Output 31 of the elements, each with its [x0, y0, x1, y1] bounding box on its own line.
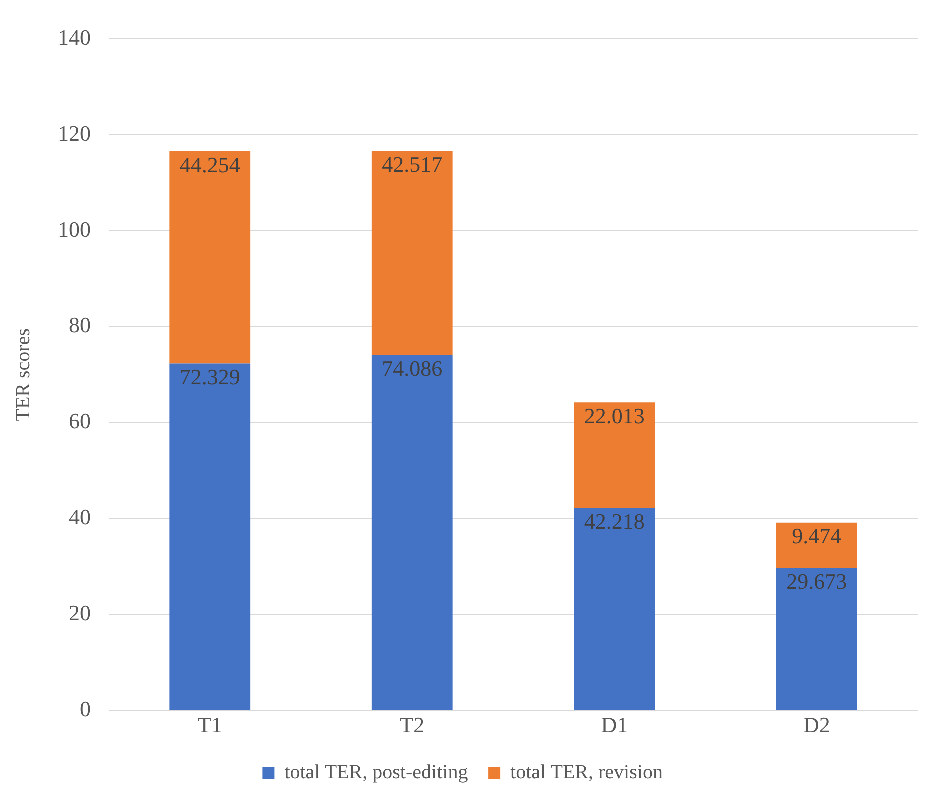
legend-label: total TER, post-editing [284, 761, 468, 784]
data-label: 72.329 [180, 364, 240, 390]
y-tick-label: 0 [80, 696, 91, 722]
y-tick-label: 40 [69, 504, 91, 530]
data-label: 44.254 [180, 152, 240, 178]
y-axis-title: TER scores [12, 328, 34, 422]
y-tick-label: 120 [58, 120, 91, 146]
bar [776, 522, 858, 568]
bar [170, 152, 251, 364]
data-label: 42.517 [382, 152, 443, 178]
data-label: 42.218 [584, 508, 645, 534]
bar [574, 508, 656, 710]
bar [372, 355, 453, 710]
data-label: 22.013 [584, 403, 645, 428]
y-tick-label: 80 [69, 312, 91, 338]
legend-label: total TER, revision [510, 761, 663, 784]
x-tick-label: D2 [803, 712, 830, 738]
y-tick-label: 140 [58, 24, 91, 50]
data-label: 9.474 [792, 524, 842, 549]
x-tick-label: D1 [601, 712, 628, 738]
y-tick-label: 60 [69, 408, 91, 434]
bar [170, 364, 251, 710]
y-tick-label: 20 [69, 600, 91, 626]
x-tick-label: T2 [400, 712, 425, 738]
data-label: 74.086 [382, 356, 443, 382]
bar [372, 151, 453, 356]
bar [776, 568, 858, 710]
data-label: 29.673 [786, 569, 848, 594]
bar [574, 402, 656, 508]
x-tick-label: T1 [198, 712, 222, 738]
y-tick-label: 100 [58, 216, 91, 242]
